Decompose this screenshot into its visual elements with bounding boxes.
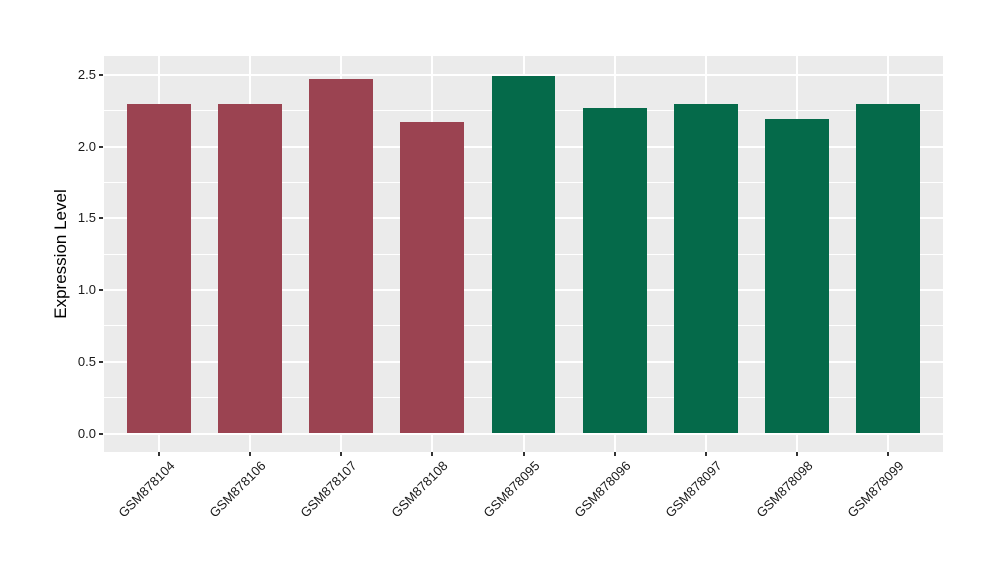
x-tick-mark — [248, 452, 251, 456]
y-tick-label: 1.0 — [77, 282, 96, 298]
bar-GSM878107 — [309, 79, 374, 434]
bar-GSM878106 — [217, 103, 282, 434]
x-tick-mark — [157, 452, 160, 456]
y-tick-mark — [99, 360, 103, 363]
plot-panel — [104, 56, 943, 452]
x-tick-label: GSM878108 — [388, 458, 451, 521]
bar-GSM878104 — [126, 103, 191, 434]
y-tick-label: 0.0 — [77, 425, 96, 441]
x-tick-mark — [887, 452, 890, 456]
x-tick-mark — [613, 452, 616, 456]
y-tick-mark — [99, 432, 103, 435]
bar-GSM878099 — [856, 103, 921, 434]
bar-GSM878108 — [400, 122, 465, 434]
y-axis-title: Expression Level — [51, 189, 70, 319]
x-tick-mark — [704, 452, 707, 456]
y-tick-label: 0.5 — [77, 353, 96, 369]
x-tick-label: GSM878104 — [115, 458, 178, 521]
x-tick-label: GSM878098 — [753, 458, 816, 521]
x-tick-label: GSM878095 — [479, 458, 543, 521]
bar-GSM878095 — [491, 76, 556, 434]
bar-GSM878096 — [582, 107, 647, 434]
x-tick-mark — [431, 452, 434, 456]
y-tick-mark — [99, 74, 103, 76]
x-tick-label: GSM878097 — [662, 458, 725, 521]
x-tick-label: GSM878106 — [206, 458, 269, 521]
x-tick-mark — [796, 452, 799, 456]
y-tick-label: 2.0 — [77, 138, 96, 154]
y-tick-mark — [99, 217, 103, 220]
y-tick-label: 2.5 — [77, 67, 96, 82]
bar-GSM878097 — [673, 103, 738, 434]
x-tick-label: GSM878099 — [844, 458, 907, 521]
y-tick-mark — [99, 145, 103, 148]
x-tick-label: GSM878107 — [297, 458, 360, 521]
x-tick-mark — [340, 452, 343, 456]
x-tick-mark — [522, 452, 525, 456]
y-tick-mark — [99, 289, 103, 292]
bar-GSM878098 — [765, 119, 829, 434]
x-tick-label: GSM878096 — [571, 458, 634, 521]
y-tick-label: 1.5 — [77, 210, 96, 226]
